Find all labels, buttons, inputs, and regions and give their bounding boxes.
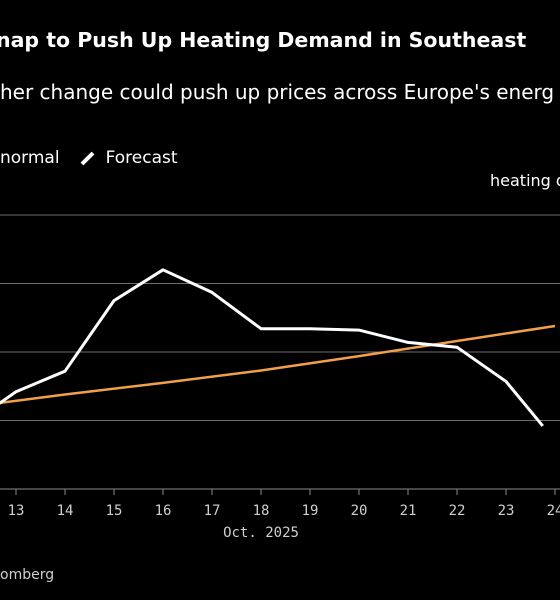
legend-item-forecast: Forecast xyxy=(60,148,178,168)
x-tick-label-20: 20 xyxy=(351,503,368,519)
x-tick-label-19: 19 xyxy=(302,503,319,519)
x-tick-label-24: 24 xyxy=(547,503,560,519)
chart-legend: normal Forecast xyxy=(0,148,178,168)
x-tick-label-13: 13 xyxy=(8,503,25,519)
chart-subtitle: her change could push up prices across E… xyxy=(0,80,555,104)
series-line-forecast xyxy=(0,268,544,427)
series-line-normal xyxy=(0,324,556,405)
x-tick-label-23: 23 xyxy=(498,503,515,519)
legend-swatch-forecast xyxy=(80,151,94,166)
y-unit-label: heating d xyxy=(490,171,560,190)
gridlines xyxy=(0,214,560,490)
legend-item-normal: normal xyxy=(0,148,60,168)
x-tick-label-15: 15 xyxy=(106,503,123,519)
legend-label-normal: normal xyxy=(0,148,60,168)
x-tick-label-14: 14 xyxy=(57,503,74,519)
x-tick-label-17: 17 xyxy=(204,503,221,519)
series-lines xyxy=(0,268,556,427)
x-tick-label-22: 22 xyxy=(449,503,466,519)
chart-title: nap to Push Up Heating Demand in Southea… xyxy=(0,28,527,52)
x-axis-ticks: 13 14 15 16 17 18 19 20 21 22 23 24 xyxy=(8,489,560,519)
x-tick-label-16: 16 xyxy=(155,503,172,519)
x-axis-label: Oct. 2025 xyxy=(223,525,299,541)
x-tick-label-18: 18 xyxy=(253,503,270,519)
source-note: omberg xyxy=(0,567,55,583)
legend-label-forecast: Forecast xyxy=(105,148,178,168)
x-tick-label-21: 21 xyxy=(400,503,417,519)
